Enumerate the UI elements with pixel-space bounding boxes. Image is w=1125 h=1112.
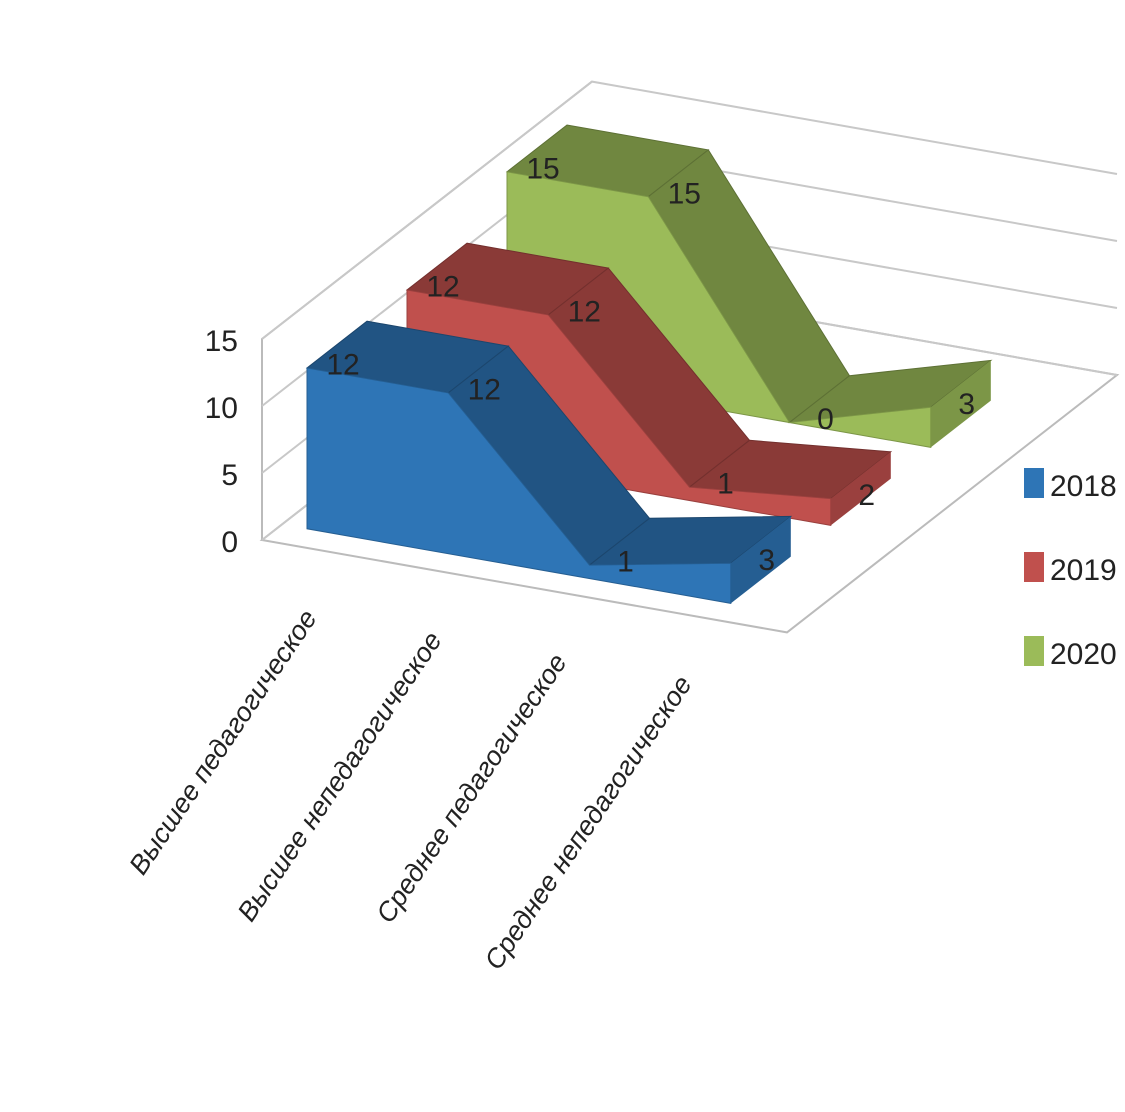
data-label: 1 [717,468,734,501]
value-axis: 0 5 10 15 [205,325,238,559]
data-label: 3 [958,388,975,421]
data-label: 1 [617,546,634,579]
legend-swatch [1024,552,1044,582]
plot-area [305,124,993,604]
legend-label: 2020 [1050,638,1117,671]
legend-label: 2019 [1050,554,1117,587]
y-tick-label: 0 [221,526,238,559]
legend-swatch [1024,636,1044,666]
series-2019-end [830,451,891,526]
data-label: 12 [426,271,459,304]
data-label: 2 [858,479,875,512]
series-2018 [305,320,793,604]
data-label: 3 [758,544,775,577]
data-label: 15 [526,152,559,185]
series-2020-end [930,360,991,448]
data-label: 0 [817,403,834,436]
legend-swatch [1024,468,1044,498]
gridline [261,80,1118,340]
legend-label: 2018 [1050,470,1117,503]
legend: 2018 2019 2020 [1024,468,1117,671]
data-label: 15 [668,177,701,210]
data-label: 12 [326,349,359,382]
y-tick-label: 10 [205,392,238,425]
y-tick-label: 15 [205,325,238,358]
y-tick-label: 5 [221,459,238,492]
data-label: 12 [468,373,501,406]
data-label: 12 [568,295,601,328]
series-2018-front [306,367,732,604]
series-2018-end [730,516,791,604]
